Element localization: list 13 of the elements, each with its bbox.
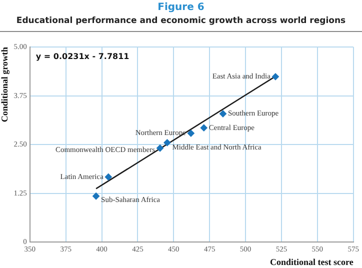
y-axis-title: Conditional growth: [0, 47, 10, 122]
point: [272, 73, 279, 80]
annotation: y = 0.0231x - 7.7811: [36, 52, 130, 62]
point: [219, 110, 226, 118]
point: [200, 124, 208, 132]
chart-subtitle: Educational performance and economic growth across world regions: [15, 16, 347, 26]
chart-title: Figure 6: [156, 2, 206, 13]
x-axis-title: Conditional test score: [270, 256, 354, 267]
point: [156, 144, 164, 152]
point: [187, 130, 194, 137]
point: [104, 174, 112, 181]
point: [164, 139, 171, 146]
point: [92, 192, 100, 200]
